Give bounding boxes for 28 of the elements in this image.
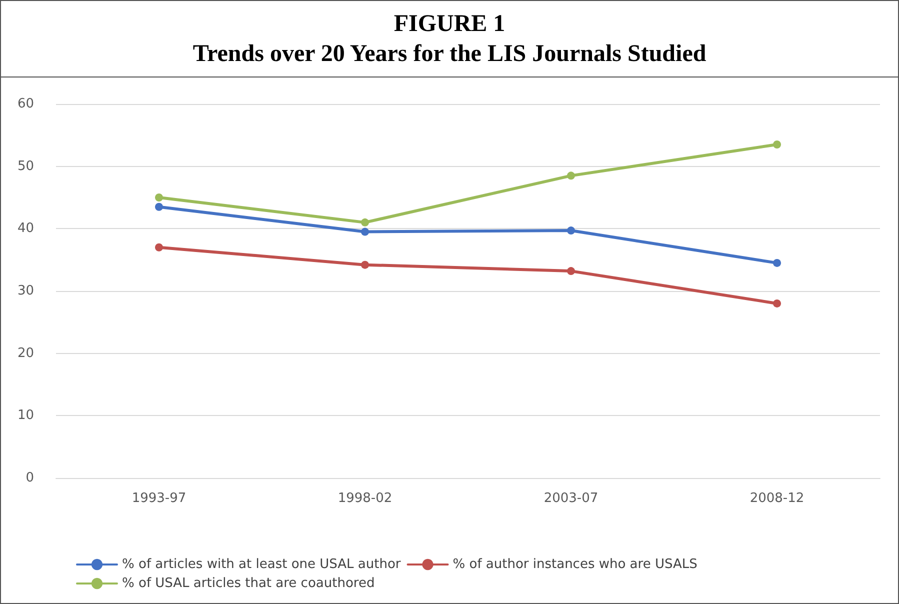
point — [155, 202, 163, 211]
x-tick-label: 1998-02 — [338, 491, 392, 506]
y-tick-label: 20 — [17, 346, 34, 361]
chart-title: FIGURE 1 — [394, 11, 506, 37]
y-tick-label: 10 — [17, 408, 34, 424]
y-tick-label: 0 — [26, 470, 34, 486]
x-tick-label: 2008-12 — [750, 491, 804, 506]
point — [773, 299, 781, 308]
x-tick-label: 2003-07 — [544, 491, 598, 506]
legend-label: % of author instances who are USALS — [452, 557, 698, 572]
point — [773, 140, 781, 149]
legend-label: % of articles with at least one USAL author — [122, 557, 402, 572]
point — [155, 194, 163, 202]
point — [567, 267, 575, 276]
point — [773, 258, 781, 267]
point — [361, 228, 369, 236]
point — [567, 226, 575, 235]
point — [155, 243, 163, 252]
x-tick-label: 1993-97 — [132, 491, 186, 506]
y-tick-label: 30 — [17, 284, 34, 298]
y-tick-label: 40 — [17, 221, 34, 236]
point — [361, 260, 369, 269]
y-tick-label: 50 — [17, 158, 34, 174]
legend-label: % of USAL articles that are coauthored — [122, 576, 375, 591]
chart-subtitle: Trends over 20 Years for the LIS Journals Studied — [192, 41, 707, 67]
point — [361, 218, 369, 226]
point — [567, 172, 575, 180]
y-tick-label: 60 — [17, 96, 34, 112]
